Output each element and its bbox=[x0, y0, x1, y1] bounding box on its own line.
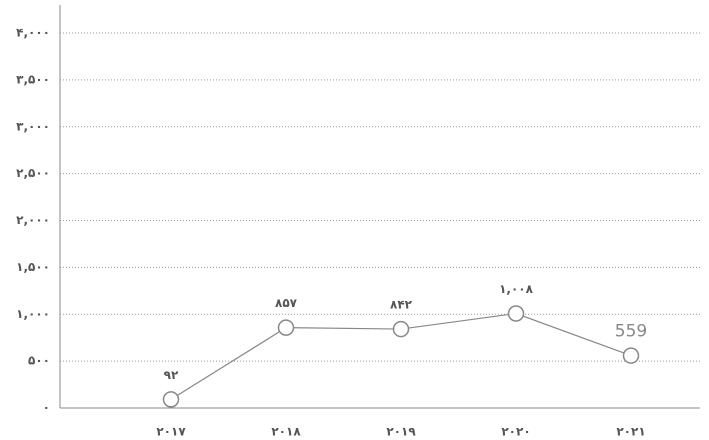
x-tick-label: ۲۰۱۷ bbox=[156, 425, 186, 439]
data-label: ۱,۰۰۸ bbox=[499, 282, 534, 296]
point bbox=[622, 347, 640, 364]
x-tick-label: ۲۰۲۰ bbox=[501, 425, 530, 439]
x-tick-label: ۲۰۱۸ bbox=[271, 425, 301, 439]
y-tick-label: ۰ bbox=[43, 401, 50, 415]
data-label: ۸۴۲ bbox=[390, 298, 413, 312]
data-label: ۹۲ bbox=[164, 368, 179, 382]
data-label: ۸۵۷ bbox=[275, 296, 298, 310]
y-tick-label: ۳,۵۰۰ bbox=[16, 72, 50, 86]
y-tick-label: ۲,۵۰۰ bbox=[16, 166, 50, 180]
point bbox=[277, 319, 295, 336]
data-label: 559 bbox=[615, 322, 647, 342]
y-tick-label: ۴,۰۰۰ bbox=[16, 26, 50, 40]
y-tick-label: ۱,۰۰۰ bbox=[16, 307, 50, 321]
x-tick-label: ۲۰۲۱ bbox=[616, 425, 645, 439]
point bbox=[507, 305, 525, 322]
y-tick-label: ۱,۵۰۰ bbox=[16, 260, 50, 274]
y-tick-label: ۲,۰۰۰ bbox=[16, 213, 50, 227]
x-tick-label: ۲۰۱۹ bbox=[386, 425, 416, 439]
y-tick-label: ۳,۰۰۰ bbox=[16, 119, 50, 133]
point bbox=[392, 320, 410, 338]
y-tick-label: ۵۰۰ bbox=[28, 354, 50, 368]
point bbox=[162, 391, 180, 408]
